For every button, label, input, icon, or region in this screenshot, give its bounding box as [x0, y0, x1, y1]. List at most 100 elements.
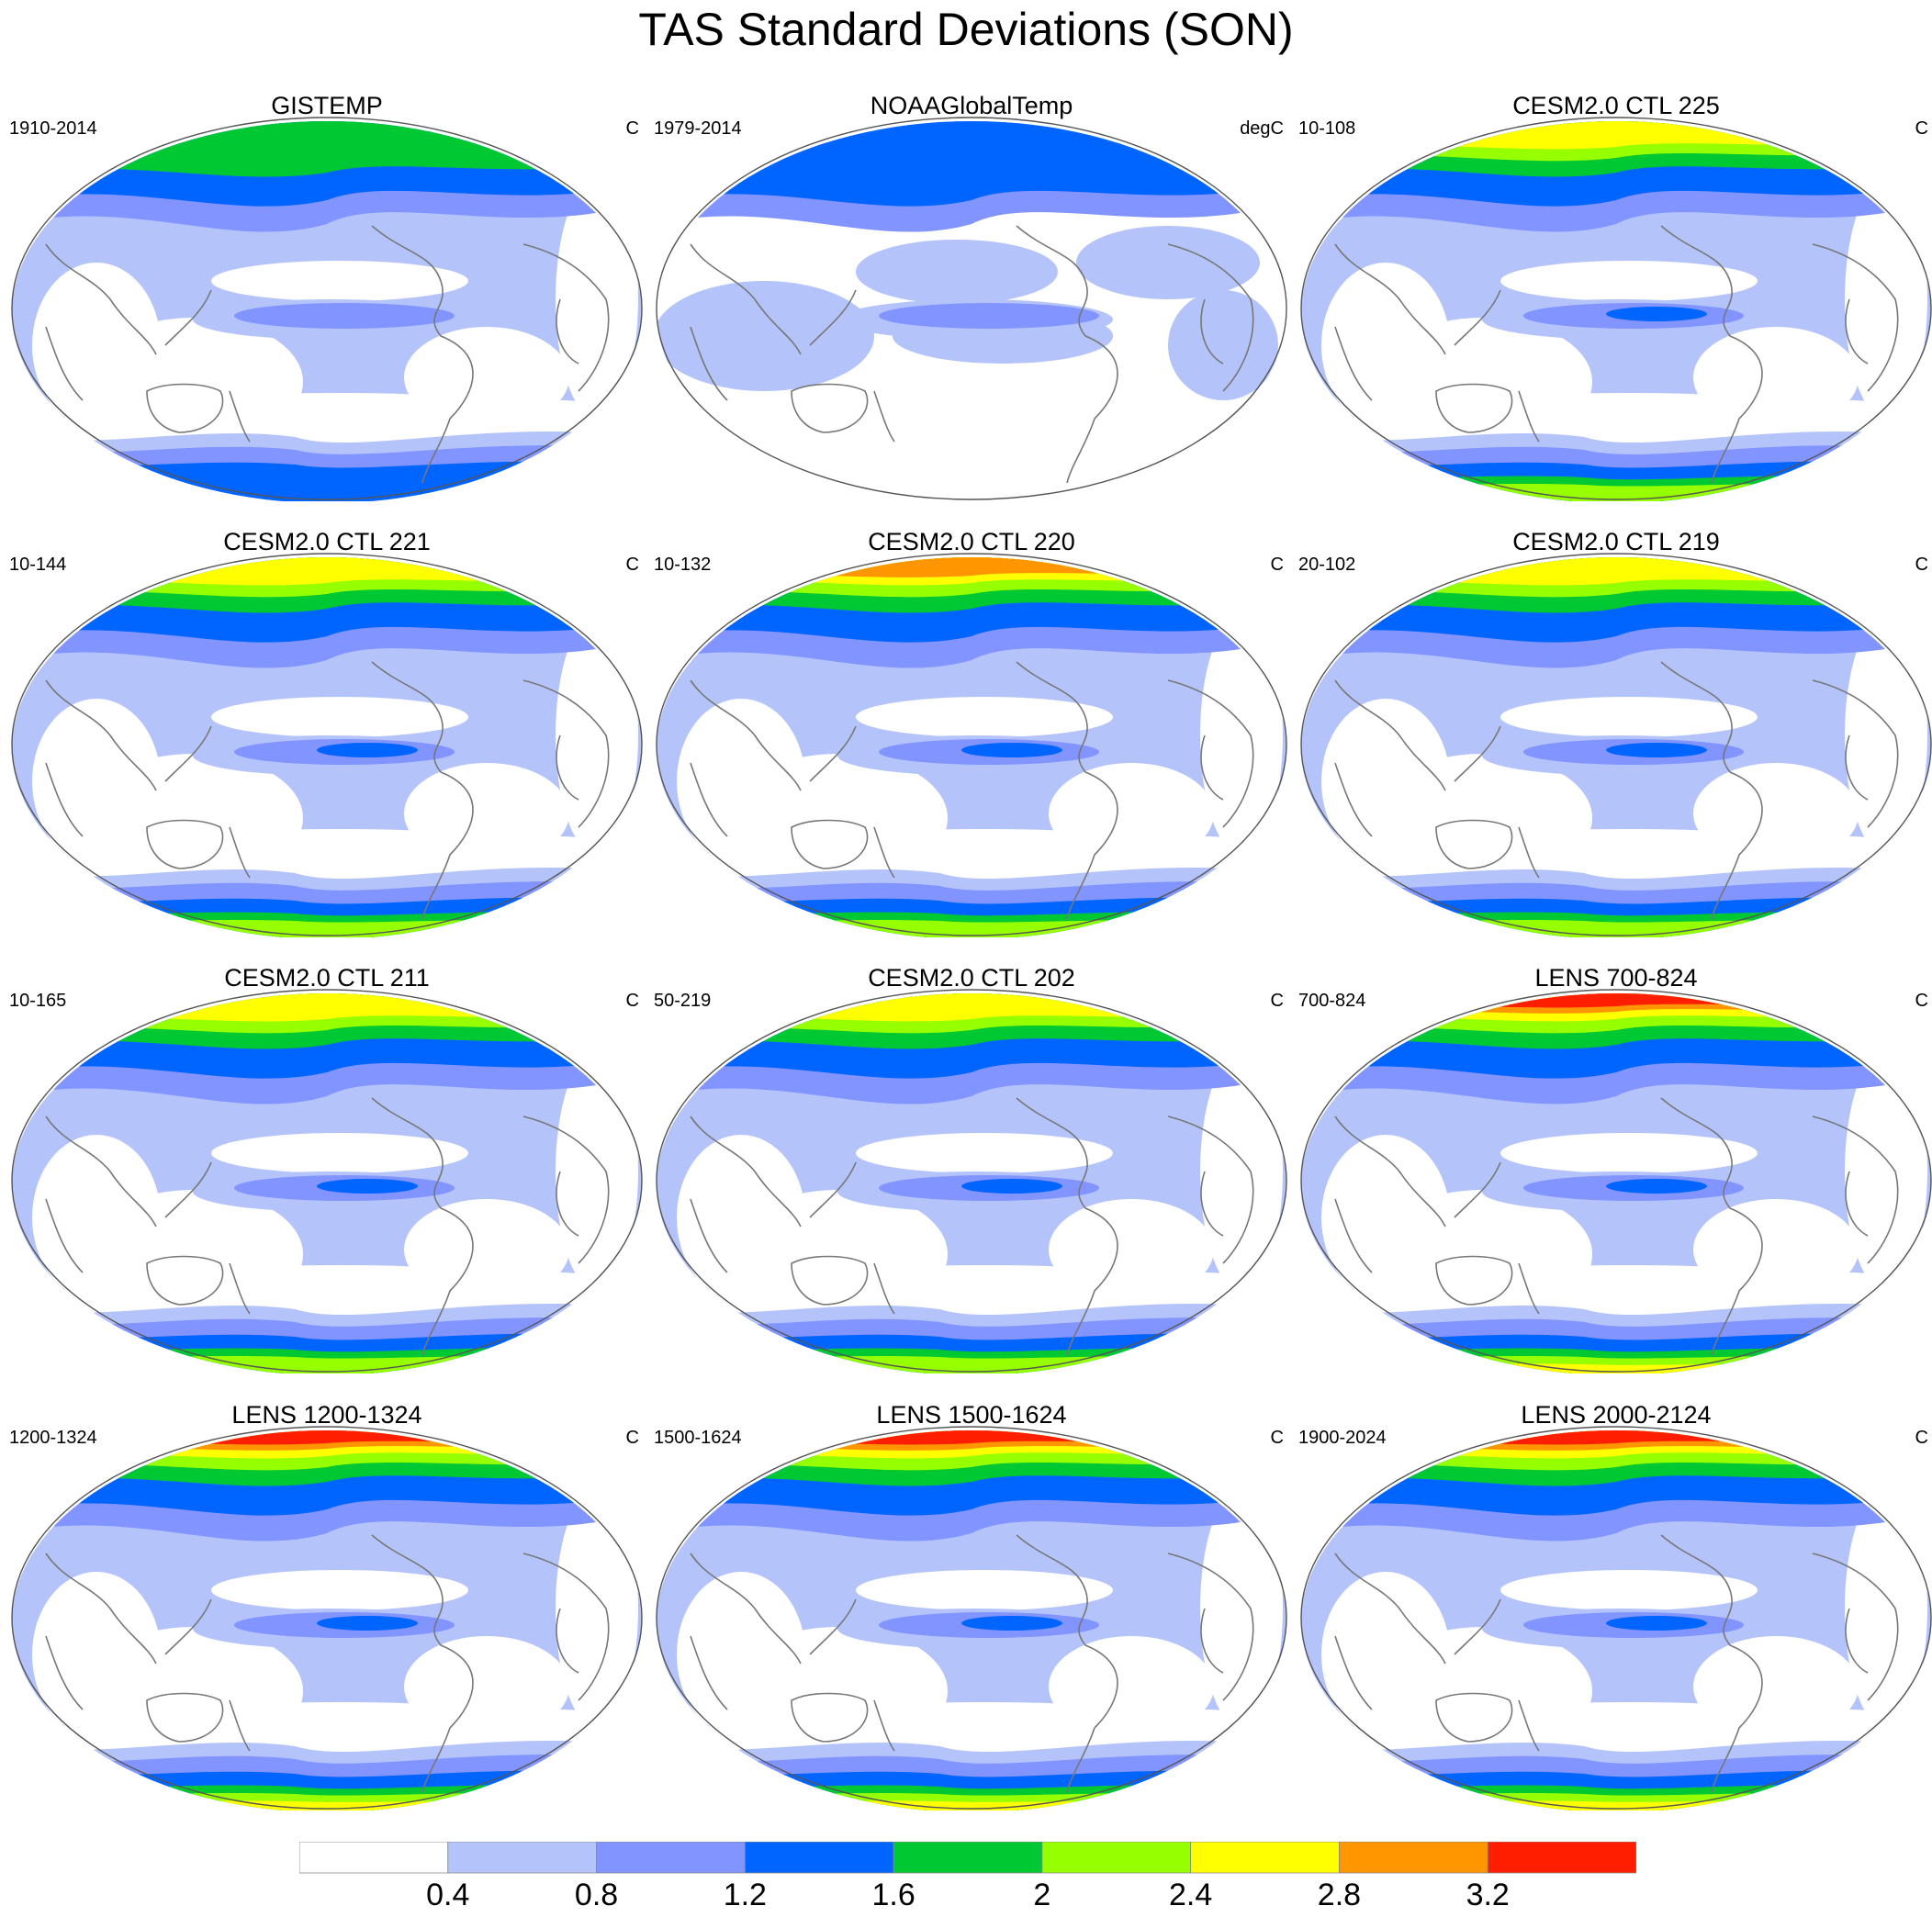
colorbar-tick-label: 0.8	[574, 1878, 619, 1912]
enso-region	[317, 743, 418, 757]
low-variability-region	[1354, 823, 1519, 887]
variability-region	[1076, 226, 1260, 299]
arctic-variability-band	[1301, 993, 1931, 1008]
coastline	[229, 826, 251, 879]
low-variability-region	[32, 1135, 161, 1300]
map-plot	[1300, 117, 1932, 501]
map-border	[11, 1426, 643, 1810]
map-panel: CESM2.0 CTL 211 10-165 C	[7, 962, 646, 1384]
coastline	[1016, 225, 1118, 484]
panel-units: C	[1915, 555, 1928, 575]
low-variability-region	[677, 1135, 805, 1300]
coastline	[371, 661, 474, 920]
coastline	[1518, 1262, 1540, 1315]
variability-region	[1168, 290, 1278, 400]
coastline	[1334, 243, 1501, 355]
colorbar-segment	[299, 1842, 449, 1874]
coastline	[791, 383, 869, 433]
map-panel: LENS 700-824 700-824 C	[1297, 962, 1932, 1384]
low-variability-region	[1354, 387, 1519, 451]
low-variability-region	[1399, 393, 1859, 444]
coastline	[1016, 661, 1118, 920]
enso-region	[1606, 1179, 1707, 1194]
coastline	[1812, 1115, 1899, 1264]
enso-region	[961, 743, 1062, 757]
coastline	[690, 679, 857, 791]
low-variability-region	[110, 1265, 569, 1317]
low-variability-region	[1845, 1489, 1927, 1728]
low-variability-region	[1200, 616, 1283, 855]
coastline	[1334, 1198, 1373, 1273]
map-border	[656, 989, 1287, 1373]
panel-title: CESM2.0 CTL 225	[1512, 92, 1720, 119]
map-panel: GISTEMP 1910-2014 C	[7, 90, 646, 512]
arctic-variability-band	[12, 121, 642, 177]
arctic-variability-band	[657, 1430, 1286, 1445]
map-border	[11, 117, 643, 500]
map-plot	[656, 989, 1287, 1373]
panel-units: C	[1915, 1428, 1928, 1448]
map-panel: CESM2.0 CTL 202 50-219 C	[652, 962, 1291, 1384]
coastline	[45, 679, 212, 791]
arctic-variability-band	[1301, 557, 1931, 586]
colorbar-tick-label: 2.8	[1317, 1878, 1362, 1912]
map-border	[656, 117, 1287, 500]
colorbar-tick-label: 2	[1033, 1878, 1051, 1912]
variability-region	[657, 281, 874, 391]
coastline	[229, 1699, 251, 1752]
enso-region	[961, 1179, 1062, 1194]
arctic-variability-band	[657, 121, 1286, 207]
low-variability-region	[556, 1489, 638, 1728]
coastline	[690, 326, 728, 401]
map-panel: NOAAGlobalTemp 1979-2014 degC	[652, 90, 1291, 512]
panel-years: 20-102	[1298, 555, 1356, 575]
low-variability-region	[856, 1133, 1113, 1173]
map-border	[11, 989, 643, 1373]
panel-years: 1979-2014	[654, 118, 742, 139]
coastline	[1660, 1534, 1763, 1793]
map-panel: LENS 1500-1624 1500-1624 C	[652, 1399, 1291, 1822]
coastline	[1812, 1553, 1899, 1701]
coastline	[45, 243, 212, 355]
panel-units: C	[1270, 991, 1284, 1011]
panel-years: 10-108	[1298, 118, 1356, 139]
coastline	[1167, 1115, 1254, 1264]
map-border	[1300, 553, 1932, 936]
coastline	[1660, 661, 1763, 920]
panel-title: CESM2.0 CTL 221	[223, 528, 431, 555]
coastline	[371, 225, 474, 484]
arctic-variability-band	[12, 557, 642, 586]
enso-region	[317, 1179, 418, 1194]
low-variability-region	[556, 1052, 638, 1291]
coastline	[1518, 390, 1540, 443]
coastline	[690, 1115, 857, 1228]
coastline	[1518, 1699, 1540, 1752]
panel-years: 700-824	[1298, 991, 1366, 1011]
coastline	[522, 243, 610, 392]
low-variability-region	[1200, 1489, 1283, 1728]
colorbar-segment	[893, 1842, 1043, 1874]
low-variability-region	[32, 1572, 161, 1737]
coastline	[45, 1635, 84, 1710]
map-plot	[1300, 553, 1932, 937]
enso-region	[1606, 743, 1707, 757]
low-variability-region	[1500, 697, 1758, 737]
low-variability-region	[64, 1259, 230, 1323]
map-panel: LENS 1200-1324 1200-1324 C	[7, 1399, 646, 1822]
panel-units: C	[625, 118, 639, 139]
coastline	[690, 762, 728, 837]
coastline	[873, 390, 895, 443]
colorbar-segment	[1190, 1842, 1340, 1874]
map-plot	[656, 1426, 1287, 1810]
panel-title: GISTEMP	[271, 92, 383, 119]
coastline	[229, 390, 251, 443]
map-plot	[1300, 1426, 1932, 1810]
map-panel: LENS 2000-2124 1900-2024 C	[1297, 1399, 1932, 1822]
low-variability-region	[677, 699, 805, 864]
panel-title: CESM2.0 CTL 202	[868, 964, 1075, 992]
low-variability-region	[856, 697, 1113, 737]
panel-units: C	[1915, 118, 1928, 139]
coastline	[690, 1553, 857, 1665]
coastline	[873, 826, 895, 879]
low-variability-region	[1399, 1265, 1859, 1317]
